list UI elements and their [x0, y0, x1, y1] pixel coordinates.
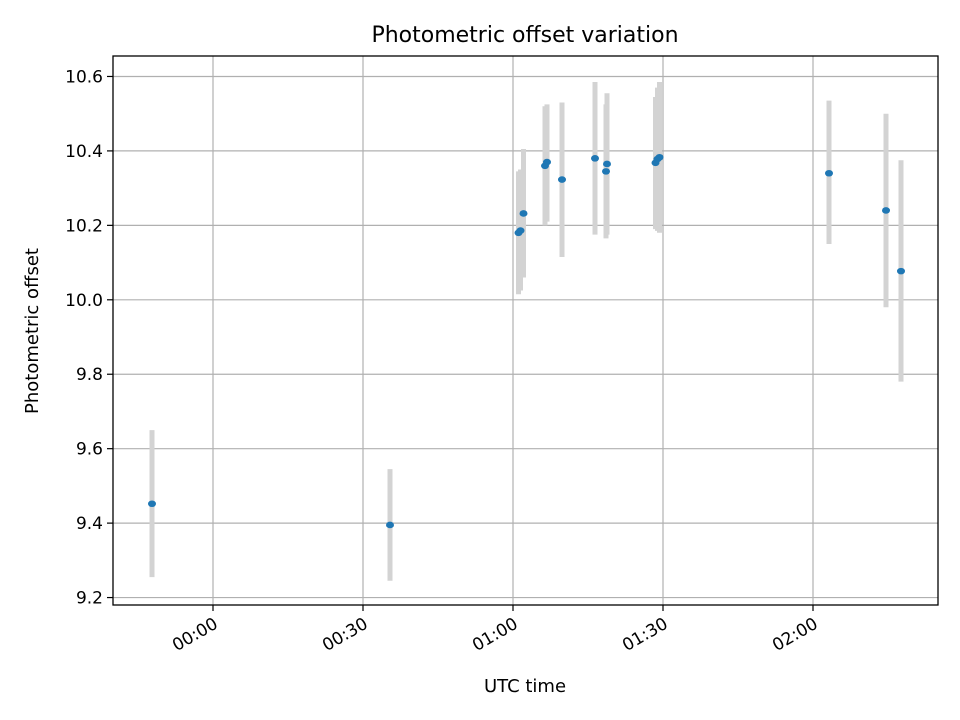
y-tick-label: 9.4 — [76, 514, 103, 534]
data-point — [519, 210, 528, 217]
x-tick-label: 01:30 — [619, 614, 671, 656]
data-point — [602, 168, 610, 175]
x-tick-label: 00:30 — [319, 614, 371, 656]
y-tick-label: 10.2 — [65, 216, 103, 236]
y-axis-title: Photometric offset — [22, 248, 43, 414]
y-tick-label: 10.0 — [65, 291, 103, 311]
data-point — [591, 155, 599, 162]
data-point — [603, 160, 611, 168]
y-tick-label: 10.4 — [65, 142, 103, 162]
data-point — [148, 500, 156, 508]
x-tick-label: 02:00 — [769, 614, 821, 656]
y-tick-label: 9.8 — [76, 365, 103, 385]
data-point — [882, 207, 890, 214]
errorbar-layer — [149, 82, 904, 581]
data-point — [655, 153, 664, 161]
data-point — [386, 521, 394, 529]
grid-layer — [113, 56, 938, 605]
x-axis-title: UTC time — [484, 676, 566, 697]
point-layer — [148, 153, 905, 529]
data-point — [516, 227, 525, 234]
y-tick-label: 9.6 — [76, 440, 103, 460]
data-point — [825, 169, 833, 177]
y-tick-label: 10.6 — [65, 67, 103, 87]
data-point — [543, 158, 551, 166]
x-tick-label: 00:00 — [169, 614, 221, 656]
data-point — [558, 176, 566, 183]
tick-layer: 9.2 9.4 9.6 9.8 10.0 10.2 10.4 10.6 00:00 00:30 01… — [65, 67, 821, 655]
x-tick-label: 01:00 — [469, 614, 521, 656]
plot-area-frame — [112, 55, 939, 606]
data-point — [897, 267, 905, 275]
chart-title: Photometric offset variation — [371, 23, 678, 48]
y-tick-label: 9.2 — [76, 589, 103, 609]
